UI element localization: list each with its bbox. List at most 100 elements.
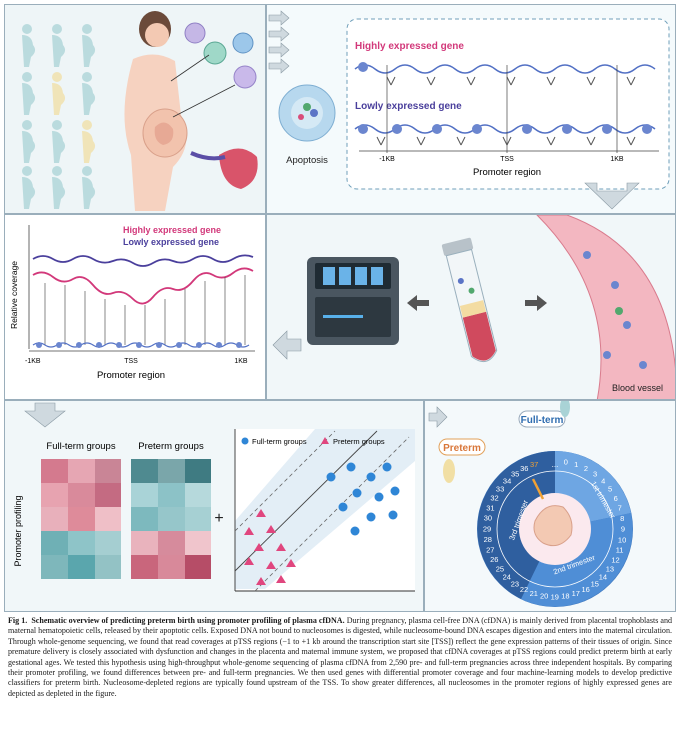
panel-relative-coverage: Highly expressed gene Lowly expressed ge… [4, 214, 266, 400]
coverage-nucleosomes [36, 342, 242, 348]
highly-coverage-line [32, 267, 254, 305]
week-label-4: 4 [601, 477, 605, 486]
clock-second-trimester [521, 513, 633, 607]
sequencing-illustration: Blood vessel [272, 215, 675, 399]
week-label-21: 21 [530, 589, 538, 598]
blood-vessel [536, 215, 675, 399]
full-term-label: Full-term [521, 415, 564, 426]
vessel-green-cell [615, 307, 623, 315]
full-term-figure [560, 401, 570, 417]
scissors-icons [376, 76, 636, 146]
clock-third-trimester [477, 451, 555, 599]
caption-title: Schematic overview of predicting preterm… [31, 616, 345, 625]
heatmap-full-term [41, 459, 121, 579]
margin-line-lower [234, 430, 336, 532]
coverage-plot: Highly expressed gene Lowly expressed ge… [9, 225, 255, 381]
coverage-highly-label: Highly expressed gene [123, 225, 221, 235]
left-arrow-icon [272, 330, 302, 360]
panel-classification: Full-term groups Preterm groups Promoter… [4, 400, 424, 612]
clock-inner-ring [496, 470, 614, 588]
preterm-marker-line [531, 478, 545, 500]
down-arrow-icon-left [24, 402, 66, 428]
vessel-particles [583, 251, 647, 369]
week-label-15: 15 [591, 580, 599, 589]
coverage-tick-right: 1KB [234, 358, 248, 365]
week-label-28: 28 [484, 535, 492, 544]
caption-label: Fig 1. [8, 616, 28, 625]
caption-body: During pregnancy, plasma cell-free DNA (… [8, 616, 673, 698]
plus-sign: + [214, 510, 223, 527]
week-label-1: 1 [574, 460, 578, 469]
gestation-clock-illustration: Full-term Preterm 0 1 23456789101112131415… [428, 401, 633, 607]
promoter-nucleosome-illustration: Apoptosis Highly expressed gene Lowly ex… [268, 10, 670, 210]
week-label-7: 7 [618, 504, 622, 513]
promoter-callout-box [346, 18, 670, 190]
week-label-16: 16 [582, 585, 590, 594]
nucleosomes [358, 62, 652, 134]
coverage-tick-left: -1KB [25, 358, 41, 365]
apoptosis-label: Apoptosis [286, 155, 328, 166]
tick-label-left: -1KB [379, 156, 395, 163]
preterm-points [244, 509, 296, 585]
blood-cells [184, 22, 257, 89]
highly-expressed-label: Highly expressed gene [355, 41, 464, 52]
classification-illustration: Full-term groups Preterm groups Promoter… [13, 402, 415, 592]
week-label-31: 31 [486, 503, 494, 512]
week-label-24: 24 [503, 572, 511, 581]
week-label-3: 3 [593, 470, 597, 479]
preterm-badge [438, 438, 486, 456]
panel-promoter-nucleosomes: Apoptosis Highly expressed gene Lowly ex… [266, 4, 676, 214]
week-label-12: 12 [611, 556, 619, 565]
heatmap-preterm [131, 459, 211, 579]
week-label-30: 30 [484, 514, 492, 523]
panel-sequencing: Blood vessel [266, 214, 676, 400]
week-dots: ... [552, 460, 559, 469]
full-term-points [326, 462, 400, 536]
week-label-33: 33 [496, 484, 504, 493]
coverage-tick-tss: TSS [124, 358, 138, 365]
margin-line-upper [254, 436, 410, 592]
panel-maternal-sources [4, 4, 266, 214]
arrow-to-clock-icon [428, 406, 448, 428]
week-label-6: 6 [614, 494, 618, 503]
legend-full-term-label: Full-term groups [252, 437, 307, 446]
week-labels: 0 1 23456789101112131415161718192021222324… [483, 457, 626, 601]
test-tube [441, 237, 498, 363]
week-label-5: 5 [608, 485, 612, 494]
week-label-26: 26 [490, 555, 498, 564]
heatmap-ylabel: Promoter profiling [13, 495, 23, 566]
week-label-35: 35 [511, 469, 519, 478]
down-arrow-icon [584, 182, 640, 210]
sequencer-machine [307, 257, 399, 345]
preterm-figure [443, 459, 455, 483]
week-label-25: 25 [496, 564, 504, 573]
pregnant-silhouettes [22, 24, 96, 209]
arrow-to-tube-icon [525, 295, 547, 311]
week-label-29: 29 [483, 524, 491, 533]
week-label-32: 32 [490, 494, 498, 503]
lowly-coverage-line [32, 254, 254, 267]
lowly-expressed-label: Lowly expressed gene [355, 101, 462, 112]
coverage-ylabel: Relative coverage [9, 261, 19, 329]
legend-preterm-label: Preterm groups [333, 437, 385, 446]
full-term-badge [518, 410, 566, 428]
week-label-10: 10 [618, 535, 626, 544]
figure-caption: Fig 1. Schematic overview of predicting … [8, 616, 672, 699]
tick-label-right: 1KB [610, 156, 624, 163]
week-label-0: 0 [564, 457, 568, 466]
week-label-27: 27 [486, 545, 494, 554]
week-label-19: 19 [551, 593, 559, 602]
legend-preterm-marker [321, 437, 329, 444]
input-arrows [268, 10, 290, 74]
promoter-axis-title: Promoter region [473, 167, 541, 178]
week-label-22: 22 [520, 585, 528, 594]
coverage-guides [44, 275, 246, 345]
week-label-23: 23 [511, 579, 519, 588]
week-label-14: 14 [599, 573, 607, 582]
blood-vessel-label: Blood vessel [612, 383, 663, 393]
week-label-2: 2 [584, 464, 588, 473]
tick-label-tss: TSS [500, 156, 514, 163]
pregnant-woman-illustration [124, 11, 188, 211]
heatmap-preterm-title: Preterm groups [138, 441, 204, 452]
fetus-illustration [533, 505, 573, 547]
